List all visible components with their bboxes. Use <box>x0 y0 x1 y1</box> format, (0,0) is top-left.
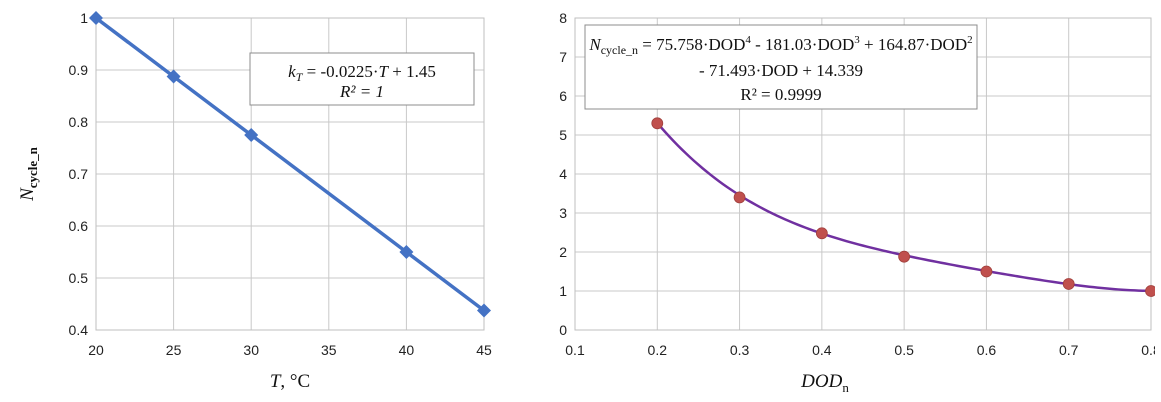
x-tick-label: 0.2 <box>648 342 668 358</box>
right-plot-frame <box>574 17 1152 331</box>
y-tick-label: 8 <box>559 10 567 26</box>
y-tick-label: 0.9 <box>69 62 89 78</box>
diamond-marker <box>89 11 103 25</box>
y-tick-label: 6 <box>559 88 567 104</box>
x-tick-label: 0.6 <box>977 342 997 358</box>
y-tick-label: 3 <box>559 205 567 221</box>
x-tick-label: 40 <box>399 342 415 358</box>
x-tick-label: 0.1 <box>565 342 585 358</box>
diamond-marker <box>399 245 414 259</box>
x-tick-label: 25 <box>166 342 182 358</box>
chart-left: 0.4 0.5 0.6 0.7 0.8 0.9 1 20 25 30 35 40 45 kT = -0… <box>17 10 492 392</box>
x-tick-label: 0.8 <box>1141 342 1155 358</box>
x-tick-label: 0.5 <box>894 342 914 358</box>
x-tick-label: 20 <box>88 342 104 358</box>
circle-marker <box>1145 285 1155 297</box>
y-tick-label: 4 <box>559 166 567 182</box>
diamond-marker <box>166 69 181 84</box>
right-y-tick-labels: 0 1 2 3 4 5 6 7 8 <box>559 10 567 338</box>
y-tick-label: 1 <box>559 283 567 299</box>
left-equation: kT = -0.0225·T + 1.45 <box>288 62 436 84</box>
right-equation-box <box>584 24 978 110</box>
right-equation-line2: - 71.493·DOD + 14.339 <box>699 61 863 80</box>
circle-marker <box>1062 278 1075 290</box>
x-tick-label: 45 <box>476 342 492 358</box>
y-tick-label: 0.5 <box>69 270 89 286</box>
diamond-marker <box>477 303 491 318</box>
chart-right: 0 1 2 3 4 5 6 7 8 0.1 0.2 0.3 0.4 0.5 0.6 0.7 0.8 Ncycl… <box>559 10 1155 395</box>
right-equation-line1: Ncycle_n = 75.758·DOD4 - 181.03·DOD3 + 1… <box>588 34 972 57</box>
y-tick-label: 0.7 <box>69 166 89 182</box>
circle-marker <box>815 227 828 240</box>
circle-marker <box>733 191 746 204</box>
left-r-squared: R² = 1 <box>339 82 384 101</box>
circle-marker <box>898 250 911 263</box>
y-tick-label: 0.8 <box>69 114 89 130</box>
y-tick-label: 0.6 <box>69 218 89 234</box>
y-tick-label: 1 <box>80 10 88 26</box>
circle-marker <box>980 265 993 278</box>
left-plot-frame <box>95 17 485 331</box>
y-tick-label: 5 <box>559 127 567 143</box>
left-y-tick-labels: 0.4 0.5 0.6 0.7 0.8 0.9 1 <box>69 10 89 338</box>
left-series-markers <box>89 11 491 318</box>
circle-marker <box>651 117 664 130</box>
diamond-marker <box>244 128 259 142</box>
right-r-squared: R² = 0.9999 <box>740 85 821 104</box>
right-x-axis-title: DODn <box>800 371 849 395</box>
right-x-tick-labels: 0.1 0.2 0.3 0.4 0.5 0.6 0.7 0.8 <box>565 342 1155 358</box>
x-tick-label: 35 <box>321 342 337 358</box>
x-tick-label: 0.3 <box>730 342 750 358</box>
right-series-markers <box>651 117 1155 297</box>
y-tick-label: 0 <box>559 322 567 338</box>
left-x-axis-title: T, °C <box>270 371 310 392</box>
y-tick-label: 0.4 <box>69 322 89 338</box>
left-x-tick-labels: 20 25 30 35 40 45 <box>88 342 492 358</box>
y-tick-label: 2 <box>559 244 567 260</box>
y-tick-label: 7 <box>559 49 567 65</box>
left-y-axis-title: Ncycle_n <box>17 146 40 202</box>
x-tick-label: 0.7 <box>1059 342 1079 358</box>
left-equation-box <box>249 52 475 106</box>
x-tick-label: 0.4 <box>812 342 832 358</box>
x-tick-label: 30 <box>243 342 259 358</box>
